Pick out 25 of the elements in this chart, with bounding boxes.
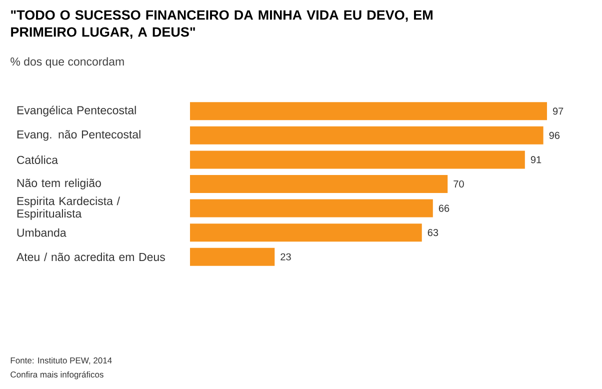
bar xyxy=(190,224,422,242)
data-label: 23 xyxy=(280,253,291,260)
source-note: Fonte: Instituto PEW, 2014 xyxy=(10,357,112,364)
data-label: 96 xyxy=(549,132,560,139)
y-tick-label: Espirita Kardecista / Espiritualista xyxy=(17,196,120,220)
y-tick-label: Ateu / não acredita em Deus xyxy=(16,252,165,262)
bar xyxy=(190,248,275,266)
bar xyxy=(190,150,525,169)
data-label: 70 xyxy=(454,180,464,188)
y-tick-label: Evangélica Pentecostal xyxy=(17,106,136,117)
bar xyxy=(190,175,448,193)
y-tick-label: Evang. não Pentecostal xyxy=(17,130,140,141)
y-tick-label: Católica xyxy=(17,155,58,164)
bar xyxy=(190,126,544,144)
y-tick-label: Não tem religião xyxy=(17,178,101,190)
text: Confira mais infográficos xyxy=(10,371,104,380)
data-label: 63 xyxy=(428,229,438,236)
text: % dos que concordam xyxy=(10,57,124,68)
bar xyxy=(190,199,433,218)
bar xyxy=(190,102,547,120)
y-tick-label: Umbanda xyxy=(17,228,66,237)
data-label: 91 xyxy=(530,156,542,164)
data-label: 97 xyxy=(552,108,564,115)
data-label: 66 xyxy=(438,204,450,212)
chart-title: "TODO O SUCESSO FINANCEIRO DA MINHA VIDA EU DEVO, EM PRIMEIRO LUGAR, A DEUS" xyxy=(11,10,432,39)
